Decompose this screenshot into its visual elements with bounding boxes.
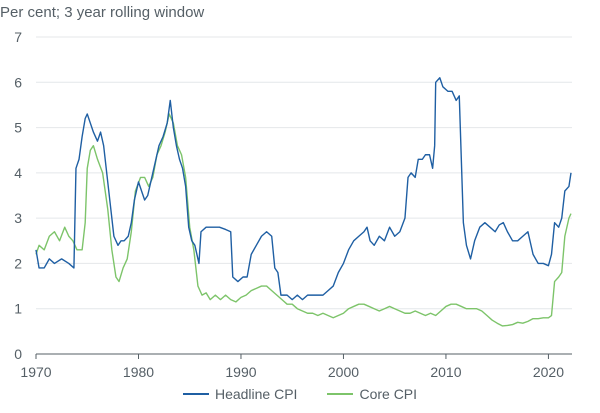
legend-swatch-headline-cpi xyxy=(182,393,209,395)
series-line-headline-cpi xyxy=(35,77,572,301)
y-tick-label-0: 0 xyxy=(14,346,22,362)
x-tick-label-1970: 1970 xyxy=(20,364,51,380)
y-tick-label-5: 5 xyxy=(14,120,22,136)
x-tick-label-2020: 2020 xyxy=(533,364,564,380)
series-line-core-cpi xyxy=(35,113,572,327)
y-tick-label-7: 7 xyxy=(14,29,22,45)
y-tick-label-6: 6 xyxy=(14,74,22,90)
y-tick-label-4: 4 xyxy=(14,165,22,181)
legend-item-headline-cpi: Headline CPI xyxy=(182,386,298,402)
legend-label-core-cpi: Core CPI xyxy=(359,386,418,402)
y-tick-label-3: 3 xyxy=(14,210,22,226)
x-tick-label-1980: 1980 xyxy=(123,364,154,380)
legend-item-core-cpi: Core CPI xyxy=(327,386,417,402)
x-tick-label-1990: 1990 xyxy=(225,364,256,380)
legend-label-headline-cpi: Headline CPI xyxy=(214,386,298,402)
legend: Headline CPI Core CPI xyxy=(0,386,600,402)
x-tick-label-2000: 2000 xyxy=(328,364,359,380)
y-tick-label-2: 2 xyxy=(14,255,22,271)
y-tick-label-1: 1 xyxy=(14,301,22,317)
y-axis-unit-label: Per cent; 3 year rolling window xyxy=(0,4,205,21)
x-tick-label-2010: 2010 xyxy=(430,364,461,380)
legend-swatch-core-cpi xyxy=(327,393,354,395)
